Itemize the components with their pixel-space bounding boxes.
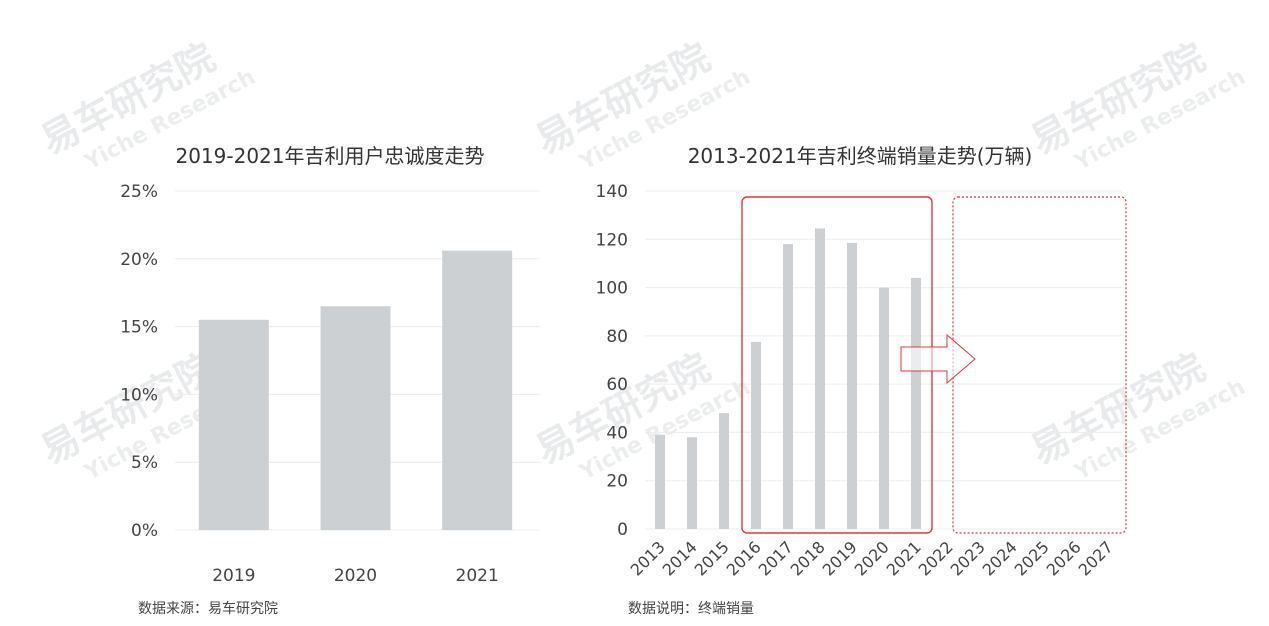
bar	[783, 244, 793, 529]
y-tick-label: 20	[606, 472, 628, 492]
sales-annotations	[741, 196, 1127, 534]
bar	[879, 287, 889, 529]
y-tick-label: 0%	[131, 521, 158, 541]
y-tick-label: 10%	[120, 385, 158, 405]
x-tick-label: 2020	[851, 537, 893, 579]
x-tick-label: 2024	[979, 537, 1021, 579]
bar	[198, 319, 269, 530]
bar	[751, 341, 761, 529]
bar	[911, 277, 921, 529]
x-tick-label: 2026	[1043, 537, 1085, 579]
y-tick-label: 25%	[120, 182, 158, 202]
x-tick-label: 2022	[915, 537, 957, 579]
x-tick-label: 2025	[1011, 537, 1053, 579]
y-tick-label: 140	[596, 182, 628, 202]
bar	[719, 413, 729, 529]
x-tick-label: 2023	[947, 537, 989, 579]
y-tick-label: 80	[606, 327, 628, 347]
x-tick-label: 2017	[755, 537, 797, 579]
loyalty-x-axis: 2019 2020 2021	[212, 566, 499, 586]
loyalty-bars	[198, 250, 513, 530]
sales-x-axis: 2013201420152016201720182019202020212022…	[627, 537, 1117, 579]
x-tick-label: 2014	[659, 537, 701, 579]
forecast-box	[952, 196, 1127, 534]
x-tick-label: 2021	[456, 566, 499, 586]
y-tick-label: 0	[617, 520, 628, 540]
y-tick-label: 60	[606, 375, 628, 395]
bar	[320, 306, 391, 530]
bar	[687, 437, 697, 529]
x-tick-label: 2019	[819, 537, 861, 579]
x-tick-label: 2015	[691, 537, 733, 579]
x-tick-label: 2020	[334, 566, 377, 586]
y-tick-label: 5%	[131, 453, 158, 473]
source-note-sales: 数据说明：终端销量	[628, 601, 754, 617]
loyalty-y-axis: 0% 5% 10% 15% 20% 25%	[120, 182, 158, 541]
x-tick-label: 2013	[627, 537, 669, 579]
x-tick-label: 2019	[212, 566, 255, 586]
bar	[847, 242, 857, 529]
x-tick-label: 2027	[1075, 537, 1117, 579]
loyalty-chart: 2019-2021年吉利用户忠诚度走势 0% 5% 10% 15% 20% 25% 201…	[120, 144, 540, 586]
x-tick-label: 2016	[723, 537, 765, 579]
y-tick-label: 100	[596, 279, 628, 299]
y-tick-label: 20%	[120, 250, 158, 270]
y-tick-label: 40	[606, 423, 628, 443]
sales-y-axis: 0 20 40 60 80 100 120 140	[596, 182, 628, 540]
trend-arrow-icon	[900, 333, 976, 385]
x-tick-label: 2021	[883, 537, 925, 579]
sales-chart-title: 2013-2021年吉利终端销量走势(万辆)	[688, 144, 1033, 168]
y-tick-label: 15%	[120, 318, 158, 338]
source-note-loyalty: 数据来源：易车研究院	[138, 601, 278, 617]
x-tick-label: 2018	[787, 537, 829, 579]
y-tick-label: 120	[596, 230, 628, 250]
bar	[815, 228, 825, 529]
bar	[442, 250, 513, 530]
bar	[655, 434, 665, 529]
sales-bars	[655, 228, 921, 529]
loyalty-chart-title: 2019-2021年吉利用户忠诚度走势	[175, 144, 484, 168]
